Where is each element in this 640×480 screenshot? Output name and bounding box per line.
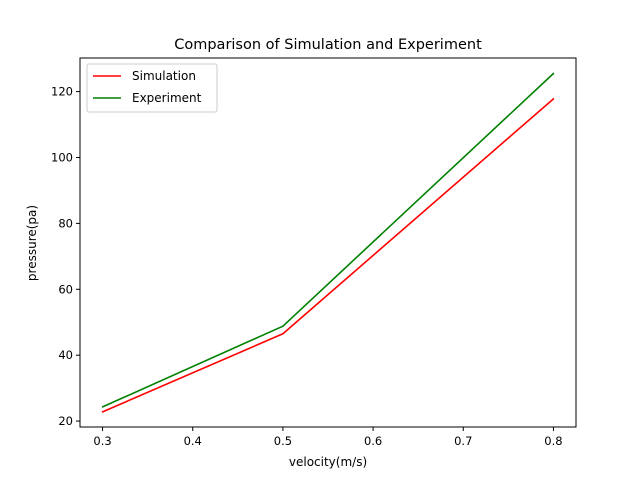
series-lines [101, 72, 555, 413]
x-tick-label: 0.7 [454, 434, 472, 448]
y-axis-ticks: 20 40 60 80 100 120 [51, 85, 80, 428]
x-tick-label: 0.6 [364, 434, 382, 448]
legend-label-simulation: Simulation [132, 69, 196, 83]
data-point-experiment [552, 72, 555, 75]
x-tick-label: 0.3 [93, 434, 111, 448]
series-line-simulation [102, 98, 554, 413]
y-tick-label: 60 [58, 282, 73, 296]
legend: Simulation Experiment [86, 63, 218, 113]
y-tick-label: 100 [51, 150, 73, 164]
y-tick-label: 80 [58, 216, 73, 230]
x-tick-label: 0.4 [184, 434, 202, 448]
data-point-experiment [101, 406, 104, 408]
series-line-experiment [102, 72, 554, 408]
data-point-experiment [282, 325, 284, 327]
data-point-simulation [282, 332, 284, 335]
x-tick-label: 0.5 [274, 434, 292, 448]
plot-frame [79, 57, 577, 428]
plot-area [79, 57, 577, 428]
legend-label-experiment: Experiment [132, 91, 202, 105]
data-point-simulation [101, 411, 104, 413]
chart-title: Comparison of Simulation and Experiment [174, 37, 482, 53]
x-tick-label: 0.8 [544, 434, 562, 448]
y-axis-label: pressure(pa) [25, 205, 39, 281]
x-axis-label: velocity(m/s) [289, 455, 367, 469]
y-tick-label: 20 [58, 414, 73, 428]
x-axis-ticks: 0.3 0.4 0.5 0.6 0.7 0.8 [93, 427, 563, 448]
y-tick-label: 120 [51, 85, 73, 99]
data-point-simulation [552, 98, 555, 100]
y-tick-label: 40 [58, 348, 73, 362]
